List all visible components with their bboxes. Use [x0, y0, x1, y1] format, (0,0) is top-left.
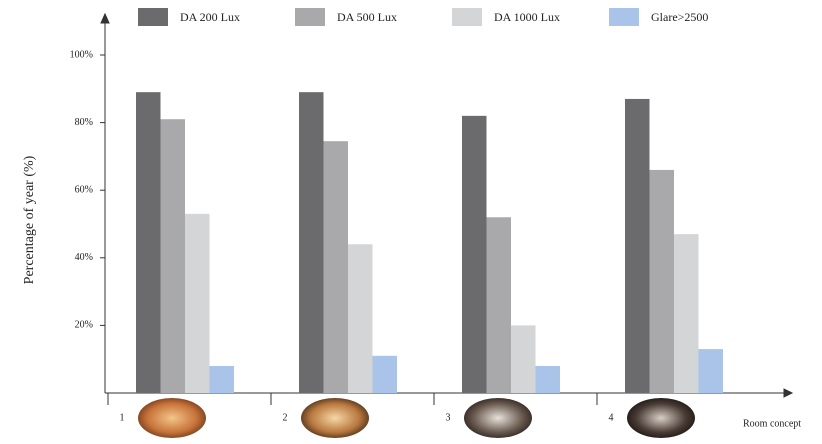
legend-swatch [609, 8, 639, 26]
y-tick-label: 60% [75, 184, 93, 195]
y-tick-label: 20% [75, 320, 93, 331]
x-tick-label: 1 [120, 412, 125, 423]
bar [511, 325, 536, 393]
x-tick-label: 2 [283, 412, 288, 423]
legend-swatch [138, 8, 168, 26]
x-tick-label: 3 [446, 412, 451, 423]
bar [161, 119, 186, 393]
bar [136, 92, 161, 393]
bar [185, 214, 210, 393]
x-arrow [784, 389, 792, 397]
bar [462, 116, 487, 393]
bar [699, 349, 724, 393]
y-tick-label: 40% [75, 252, 93, 263]
x-axis-label: Room concept [743, 418, 801, 429]
bar [373, 356, 398, 393]
legend-label: DA 200 Lux [180, 10, 240, 24]
room-image [301, 398, 369, 438]
bar [536, 366, 561, 393]
x-tick-label: 4 [609, 412, 614, 423]
y-axis-label: Percentage of year (%) [22, 155, 37, 284]
y-arrow [101, 14, 109, 23]
y-tick-label: 100% [70, 49, 93, 60]
y-tick-label: 80% [75, 117, 93, 128]
bar [348, 244, 373, 393]
bar [324, 141, 349, 393]
bar [650, 170, 675, 393]
room-image [464, 398, 532, 438]
bar [674, 234, 699, 393]
chart: Percentage of year (%) Room concept 20% 4… [0, 0, 822, 444]
room-image [627, 398, 695, 438]
room-image [138, 398, 206, 438]
legend-label: DA 1000 Lux [494, 10, 560, 24]
legend-swatch [295, 8, 325, 26]
legend-label: Glare>2500 [651, 10, 708, 24]
bar [487, 217, 512, 393]
legend-label: DA 500 Lux [337, 10, 397, 24]
bar [210, 366, 235, 393]
legend-swatch [452, 8, 482, 26]
bar [299, 92, 324, 393]
bar [625, 99, 650, 393]
